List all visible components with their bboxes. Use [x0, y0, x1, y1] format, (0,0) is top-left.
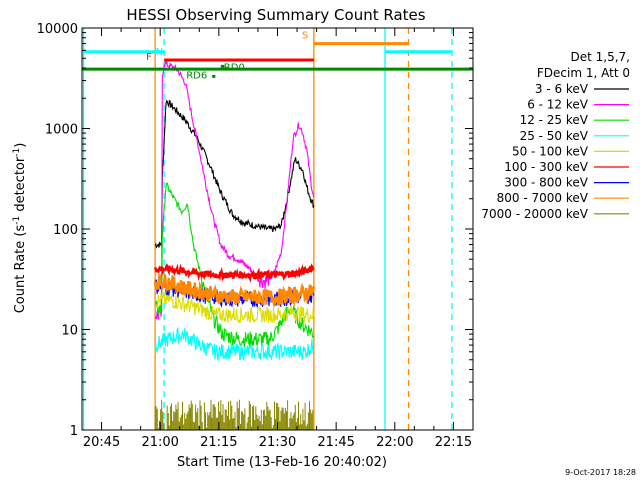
y-tick-label: 1	[70, 424, 78, 439]
x-tick-label: 21:45	[317, 435, 354, 450]
plot-frame	[81, 27, 474, 431]
series-line-7000-20000	[154, 399, 314, 430]
legend-header-line-2: FDecim 1, Att 0	[537, 66, 630, 80]
legend-entry-label: 100 - 300 keV	[504, 160, 588, 174]
series-line	[154, 291, 315, 324]
y-tick-label: 10000	[37, 22, 78, 37]
y-axis-label: Count Rate (s-1 detector-1)	[12, 143, 28, 314]
legend: Det 1,5,7, FDecim 1, Att 0 3 - 6 keV 6 - …	[481, 50, 630, 221]
x-tick-label: 22:15	[435, 435, 472, 450]
flag-label: RD0	[224, 62, 245, 73]
plot-border	[81, 27, 474, 431]
series-line	[154, 326, 315, 362]
flag-label: N	[156, 47, 163, 58]
x-tick-label: 21:00	[141, 435, 178, 450]
series-line	[153, 274, 316, 309]
timestamp: 9-Oct-2017 18:28	[565, 468, 636, 477]
x-tick-label: 20:45	[83, 435, 120, 450]
series-line	[154, 182, 315, 348]
flag-label: S	[302, 31, 308, 42]
legend-entry-label: 6 - 12 keV	[527, 98, 589, 112]
legend-header-line-1: Det 1,5,7,	[571, 50, 631, 64]
flag-label: F	[146, 52, 152, 63]
legend-entry-label: 800 - 7000 keV	[497, 191, 589, 205]
legend-entry-label: 50 - 100 keV	[512, 144, 589, 158]
series-line	[154, 60, 315, 320]
y-tick-label: 1000	[45, 123, 78, 138]
flag-label: RD6	[186, 70, 207, 81]
x-tick-label: 21:30	[259, 435, 296, 450]
legend-entry-label: 300 - 800 keV	[504, 176, 588, 190]
legend-entry-label: 7000 - 20000 keV	[481, 207, 588, 221]
legend-entry-label: 25 - 50 keV	[520, 129, 589, 143]
y-axis-ticks: 1 10 100 1000 10000	[37, 22, 473, 439]
x-tick-label: 21:15	[200, 435, 237, 450]
legend-entry-label: 12 - 25 keV	[520, 113, 589, 127]
legend-entry-label: 3 - 6 keV	[535, 82, 589, 96]
plot-area: N S F RD6 RD0	[82, 28, 473, 430]
chart-title: HESSI Observing Summary Count Rates	[126, 6, 425, 24]
x-tick-label: 22:00	[376, 435, 413, 450]
x-axis-label: Start Time (13-Feb-16 20:40:02)	[177, 455, 387, 470]
y-tick-label: 100	[53, 223, 78, 238]
x-axis-ticks: 20:45 21:00 21:15 21:30 21:45 22:00 22:15	[83, 28, 474, 450]
y-tick-label: 10	[61, 324, 78, 339]
series-line	[153, 263, 315, 283]
